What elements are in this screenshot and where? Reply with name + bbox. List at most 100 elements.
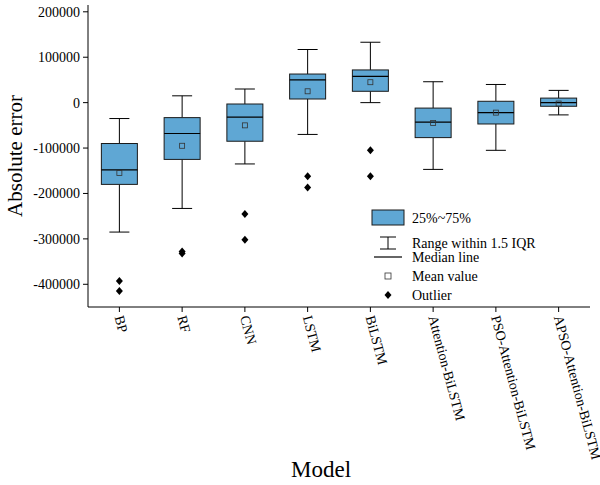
x-tick bbox=[433, 307, 434, 312]
y-tick-label: -400000 bbox=[33, 277, 80, 292]
mean-marker bbox=[242, 123, 247, 128]
upper-cap bbox=[298, 49, 318, 50]
outlier bbox=[241, 236, 248, 244]
legend-label: Median line bbox=[412, 250, 479, 265]
upper-whisker bbox=[558, 90, 559, 98]
y-tick bbox=[83, 193, 88, 194]
y-tick-label: 200000 bbox=[38, 5, 80, 20]
y-tick-label: -300000 bbox=[33, 232, 80, 247]
mean-marker bbox=[431, 121, 436, 126]
lower-cap bbox=[549, 114, 569, 115]
legend-whisker bbox=[388, 237, 389, 249]
y-tick bbox=[83, 11, 88, 12]
upper-cap bbox=[172, 95, 192, 96]
lower-whisker bbox=[495, 124, 496, 150]
median-line bbox=[352, 76, 388, 77]
y-axis bbox=[88, 5, 89, 307]
mean-marker bbox=[493, 110, 498, 115]
upper-cap bbox=[423, 81, 443, 82]
y-tick-label: 100000 bbox=[38, 50, 80, 65]
x-tick-label: BiLSTM bbox=[362, 314, 390, 367]
box bbox=[290, 74, 326, 99]
box bbox=[164, 118, 200, 160]
y-axis-title: Absolute error bbox=[3, 95, 27, 217]
y-tick-label: -200000 bbox=[33, 186, 80, 201]
lower-cap bbox=[109, 232, 129, 233]
lower-whisker bbox=[307, 99, 308, 134]
upper-cap bbox=[109, 118, 129, 119]
median-line bbox=[290, 79, 326, 80]
median-line bbox=[227, 117, 263, 118]
x-tick-label: Attention-BiLSTM bbox=[425, 314, 468, 423]
lower-whisker bbox=[182, 159, 183, 208]
legend-swatch bbox=[372, 210, 404, 225]
y-tick bbox=[83, 284, 88, 285]
lower-whisker bbox=[433, 138, 434, 170]
median-line bbox=[415, 122, 451, 123]
upper-whisker bbox=[307, 50, 308, 75]
legend-label: Range within 1.5 IQR bbox=[412, 236, 536, 251]
plot-area bbox=[101, 42, 576, 295]
chart: -400000 -300000 -200000 -100000 0 100000 20000… bbox=[0, 0, 600, 485]
lower-whisker bbox=[244, 141, 245, 164]
upper-whisker bbox=[370, 42, 371, 70]
box bbox=[227, 104, 263, 141]
box bbox=[352, 70, 388, 91]
legend: 25%~75%Range within 1.5 IQRMedian lineMe… bbox=[372, 210, 536, 303]
x-tick-label: BP bbox=[111, 314, 130, 335]
lower-cap bbox=[423, 169, 443, 170]
y-tick-label: 0 bbox=[73, 96, 80, 111]
y-tick-label: -100000 bbox=[33, 141, 80, 156]
mean-marker bbox=[180, 143, 185, 148]
outlier bbox=[116, 277, 123, 285]
median-line bbox=[541, 102, 577, 103]
x-tick bbox=[495, 307, 496, 312]
x-tick-label: LSTM bbox=[300, 314, 324, 354]
mean-marker bbox=[368, 80, 373, 85]
upper-cap bbox=[235, 89, 255, 90]
x-tick bbox=[307, 307, 308, 312]
upper-whisker bbox=[495, 84, 496, 101]
x-tick bbox=[182, 307, 183, 312]
x-tick-label: RF bbox=[174, 314, 193, 335]
lower-whisker bbox=[370, 91, 371, 102]
y-tick bbox=[83, 57, 88, 58]
upper-cap bbox=[486, 84, 506, 85]
upper-whisker bbox=[244, 89, 245, 104]
mean-marker bbox=[556, 101, 561, 106]
upper-whisker bbox=[182, 96, 183, 118]
box bbox=[478, 101, 514, 124]
lower-cap bbox=[360, 102, 380, 103]
upper-whisker bbox=[433, 82, 434, 108]
upper-whisker bbox=[119, 119, 120, 144]
x-tick bbox=[244, 307, 245, 312]
x-tick bbox=[119, 307, 120, 312]
legend-label: Outlier bbox=[412, 288, 452, 303]
legend-mean bbox=[385, 273, 391, 279]
x-tick bbox=[370, 307, 371, 312]
lower-whisker bbox=[119, 184, 120, 232]
median-line bbox=[164, 133, 200, 134]
x-axis-title: Model bbox=[291, 457, 351, 482]
y-tick bbox=[83, 102, 88, 103]
legend-outlier bbox=[385, 291, 392, 299]
lower-cap bbox=[235, 163, 255, 164]
outlier bbox=[179, 249, 186, 257]
x-axis bbox=[88, 307, 590, 308]
x-tick bbox=[558, 307, 559, 312]
mean-marker bbox=[117, 171, 122, 176]
lower-cap bbox=[486, 150, 506, 151]
upper-cap bbox=[360, 42, 380, 43]
x-tick-label: APSO-Attention-BiLSTM bbox=[551, 314, 600, 462]
lower-cap bbox=[298, 134, 318, 135]
outlier bbox=[304, 184, 311, 192]
median-line bbox=[478, 112, 514, 113]
x-tick-label: CNN bbox=[237, 314, 259, 346]
outlier bbox=[241, 210, 248, 218]
lower-cap bbox=[172, 208, 192, 209]
box bbox=[541, 98, 577, 106]
lower-whisker bbox=[558, 106, 559, 115]
box bbox=[415, 108, 451, 138]
y-tick bbox=[83, 148, 88, 149]
mean-marker bbox=[305, 89, 310, 94]
